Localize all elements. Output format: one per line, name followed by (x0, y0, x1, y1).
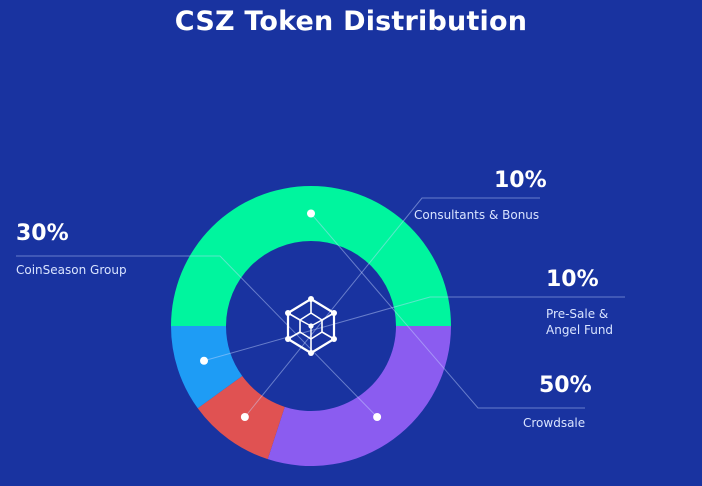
slice-marker-dot (240, 413, 249, 422)
slice-marker-dot (373, 413, 382, 422)
slice-percent-label: 30% (16, 221, 69, 246)
slice-percent-label: 50% (539, 373, 592, 398)
slice-name-label: Angel Fund (546, 323, 613, 337)
chart-title: CSZ Token Distribution (174, 6, 528, 37)
slice-percent-label: 10% (546, 267, 599, 292)
slice-coinseason-group (267, 326, 451, 467)
leader-line (203, 296, 625, 362)
leader-line (244, 197, 540, 418)
slice-name-label: CoinSeason Group (16, 263, 127, 277)
slice-marker-dot (307, 209, 315, 218)
slice-name-label: Crowdsale (523, 416, 585, 430)
leader-line (310, 213, 585, 409)
slice-name-label: Pre-Sale & (546, 307, 608, 321)
slice-marker-dot (200, 356, 209, 365)
slice-pre-sale-angel-fund (171, 326, 243, 409)
slice-percent-label: 10% (494, 168, 547, 193)
slice-name-label: Consultants & Bonus (414, 208, 539, 222)
slice-crowdsale (171, 186, 451, 326)
leader-line (16, 255, 378, 418)
cube-network-icon (285, 296, 337, 356)
